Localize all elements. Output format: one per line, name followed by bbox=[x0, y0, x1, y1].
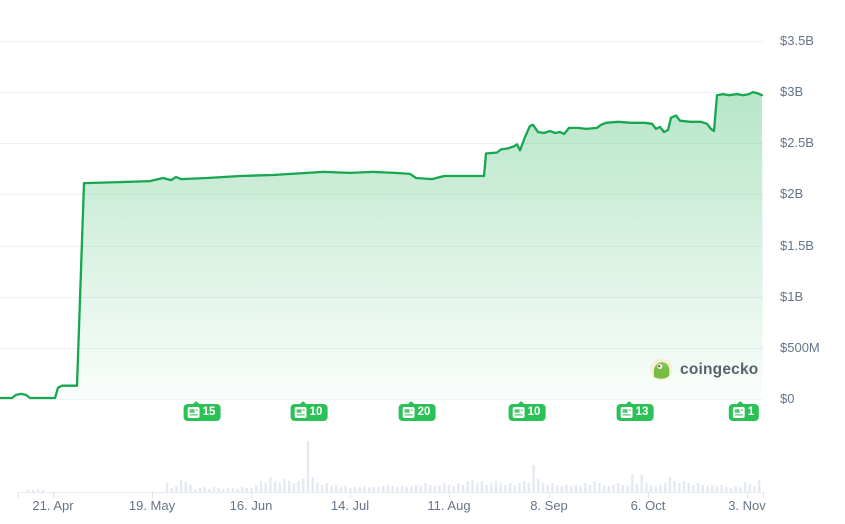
news-annotation-badge[interactable]: 10 bbox=[508, 404, 546, 421]
news-icon bbox=[512, 407, 525, 418]
x-axis-label: 3. Nov bbox=[728, 498, 766, 513]
news-icon bbox=[620, 407, 633, 418]
price-line bbox=[0, 90, 764, 400]
y-axis-label: $1B bbox=[780, 289, 804, 304]
news-count: 1 bbox=[747, 406, 755, 418]
y-axis-label: $1.5B bbox=[780, 238, 814, 253]
y-axis-label: $0 bbox=[780, 391, 795, 406]
y-axis-label: $2.5B bbox=[780, 135, 814, 150]
news-count: 20 bbox=[417, 406, 431, 418]
news-annotation-badge[interactable]: 10 bbox=[290, 404, 328, 421]
news-annotation-badge[interactable]: 1 bbox=[728, 404, 760, 421]
x-axis-label: 6. Oct bbox=[630, 498, 666, 513]
x-axis-label: 14. Jul bbox=[330, 498, 370, 513]
news-annotation-badge[interactable]: 13 bbox=[616, 404, 654, 421]
y-axis-label: $500M bbox=[780, 340, 820, 355]
news-count: 15 bbox=[202, 406, 216, 418]
coingecko-wordmark: coingecko bbox=[680, 360, 759, 378]
coingecko-logo-icon bbox=[650, 358, 673, 381]
news-icon bbox=[402, 407, 415, 418]
news-count: 10 bbox=[309, 406, 323, 418]
y-axis-label: $3B bbox=[780, 84, 804, 99]
x-axis-label: 11. Aug bbox=[427, 498, 471, 513]
y-axis-label: $2B bbox=[780, 186, 804, 201]
x-axis-ticks bbox=[18, 492, 764, 498]
x-axis-label: 16. Jun bbox=[229, 498, 273, 513]
news-annotation-badge[interactable]: 15 bbox=[183, 404, 221, 421]
volume-bars bbox=[26, 441, 761, 492]
coingecko-watermark: coingecko bbox=[650, 358, 758, 381]
x-axis-label: 19. May bbox=[128, 498, 176, 513]
x-axis-label: 8. Sep bbox=[530, 498, 568, 513]
news-icon bbox=[187, 407, 200, 418]
news-count: 13 bbox=[635, 406, 649, 418]
news-annotation-badge[interactable]: 20 bbox=[398, 404, 436, 421]
news-icon bbox=[294, 407, 307, 418]
news-icon bbox=[732, 407, 745, 418]
news-count: 10 bbox=[527, 406, 541, 418]
y-axis-label: $3.5B bbox=[780, 33, 814, 48]
x-axis-label: 21. Apr bbox=[32, 498, 74, 513]
area-fill bbox=[0, 92, 763, 399]
